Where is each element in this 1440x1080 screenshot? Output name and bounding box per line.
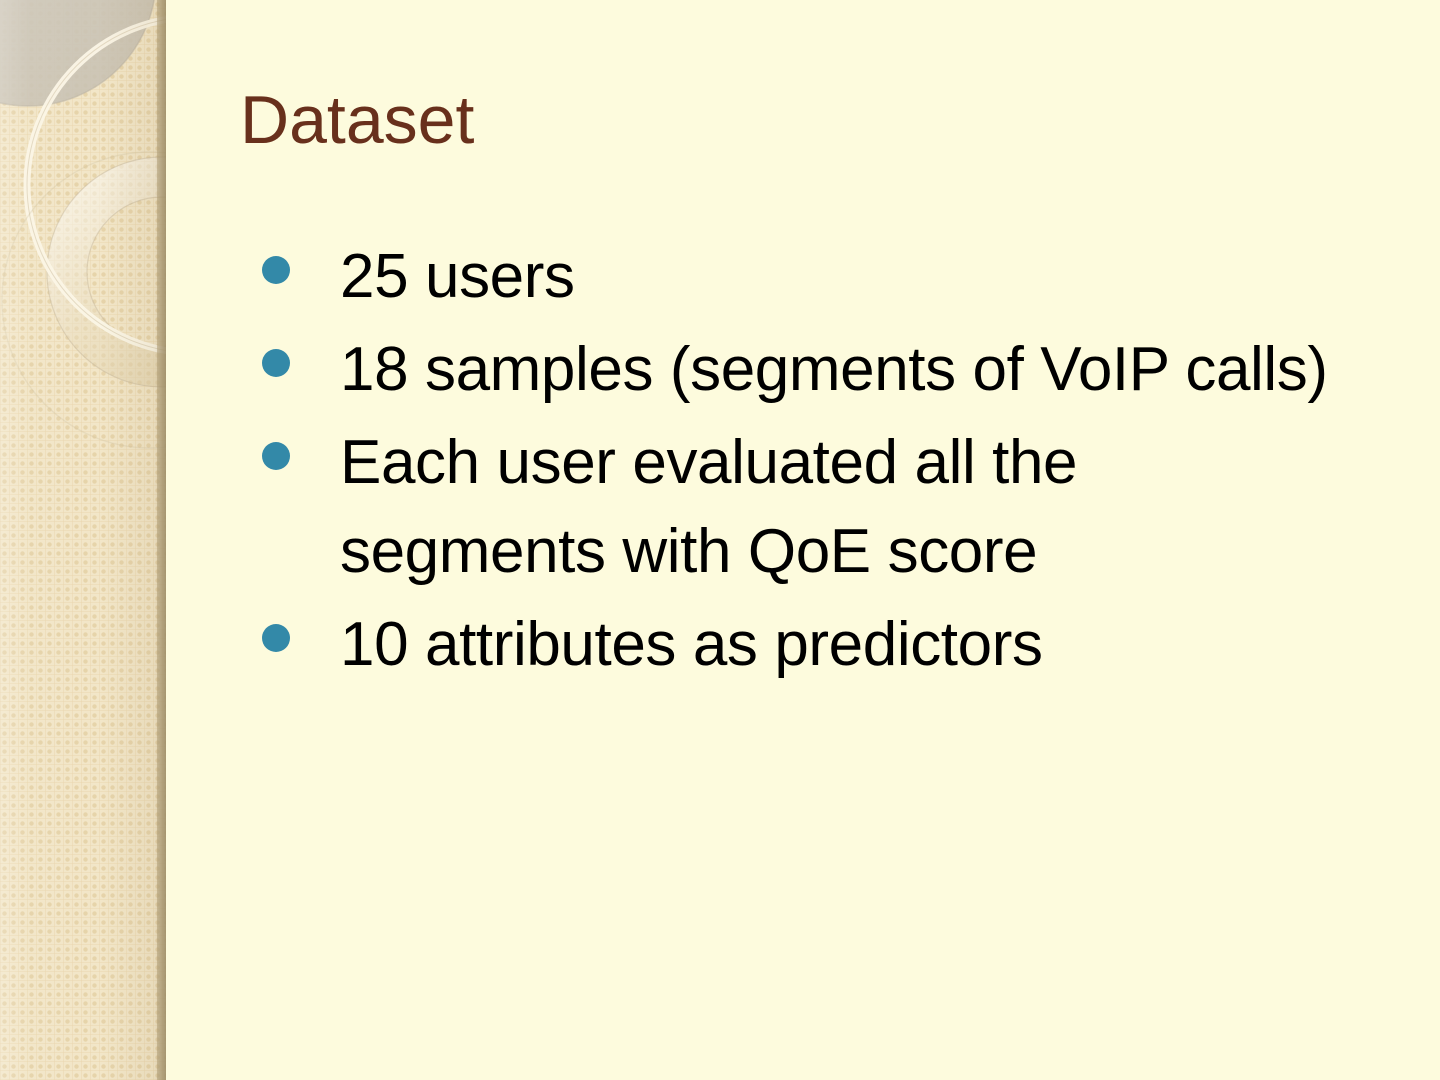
slide-title: Dataset — [240, 82, 475, 158]
bullet-item-label: 10 attributes as predictors — [340, 610, 1043, 679]
bullet-item: 18 samples (segments of VoIP calls) — [262, 325, 1372, 414]
slide-sidebar-decoration — [0, 0, 166, 1080]
bullet-dot-icon — [262, 624, 290, 652]
bullet-dot-icon — [262, 442, 290, 470]
sidebar-shading-overlay — [0, 0, 166, 1080]
bullet-item-label: Each user evaluated all the segments wit… — [340, 428, 1078, 586]
sidebar-right-edge — [157, 0, 166, 1080]
bullet-item: Each user evaluated all the segments wit… — [262, 418, 1372, 596]
bullet-item-label: 18 samples (segments of VoIP calls) — [340, 335, 1328, 404]
bullet-item-label: 25 users — [340, 242, 575, 311]
bullet-dot-icon — [262, 256, 290, 284]
bullet-dot-icon — [262, 349, 290, 377]
bullet-item: 10 attributes as predictors — [262, 600, 1372, 689]
slide-content-body: 25 users 18 samples (segments of VoIP ca… — [262, 232, 1372, 693]
bullet-item: 25 users — [262, 232, 1372, 321]
